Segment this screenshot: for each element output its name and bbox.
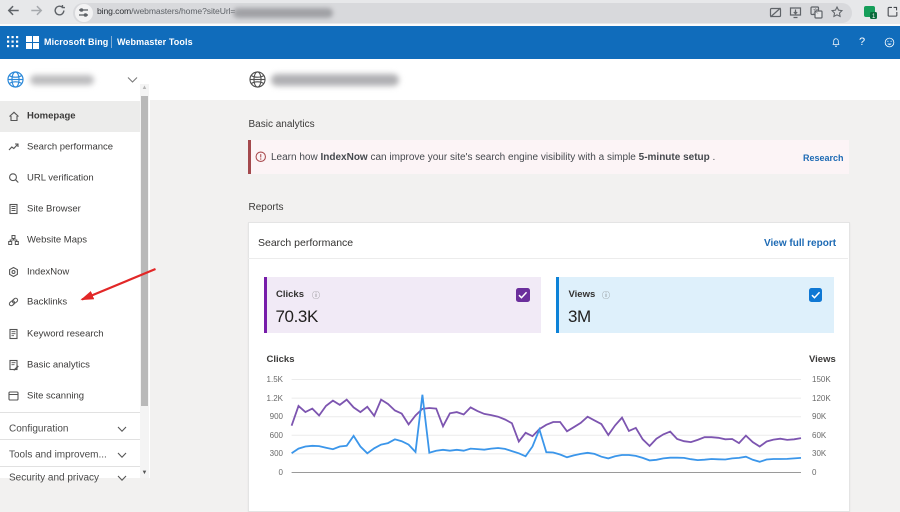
- svg-text:1: 1: [872, 14, 876, 20]
- svg-text:文: 文: [813, 7, 819, 15]
